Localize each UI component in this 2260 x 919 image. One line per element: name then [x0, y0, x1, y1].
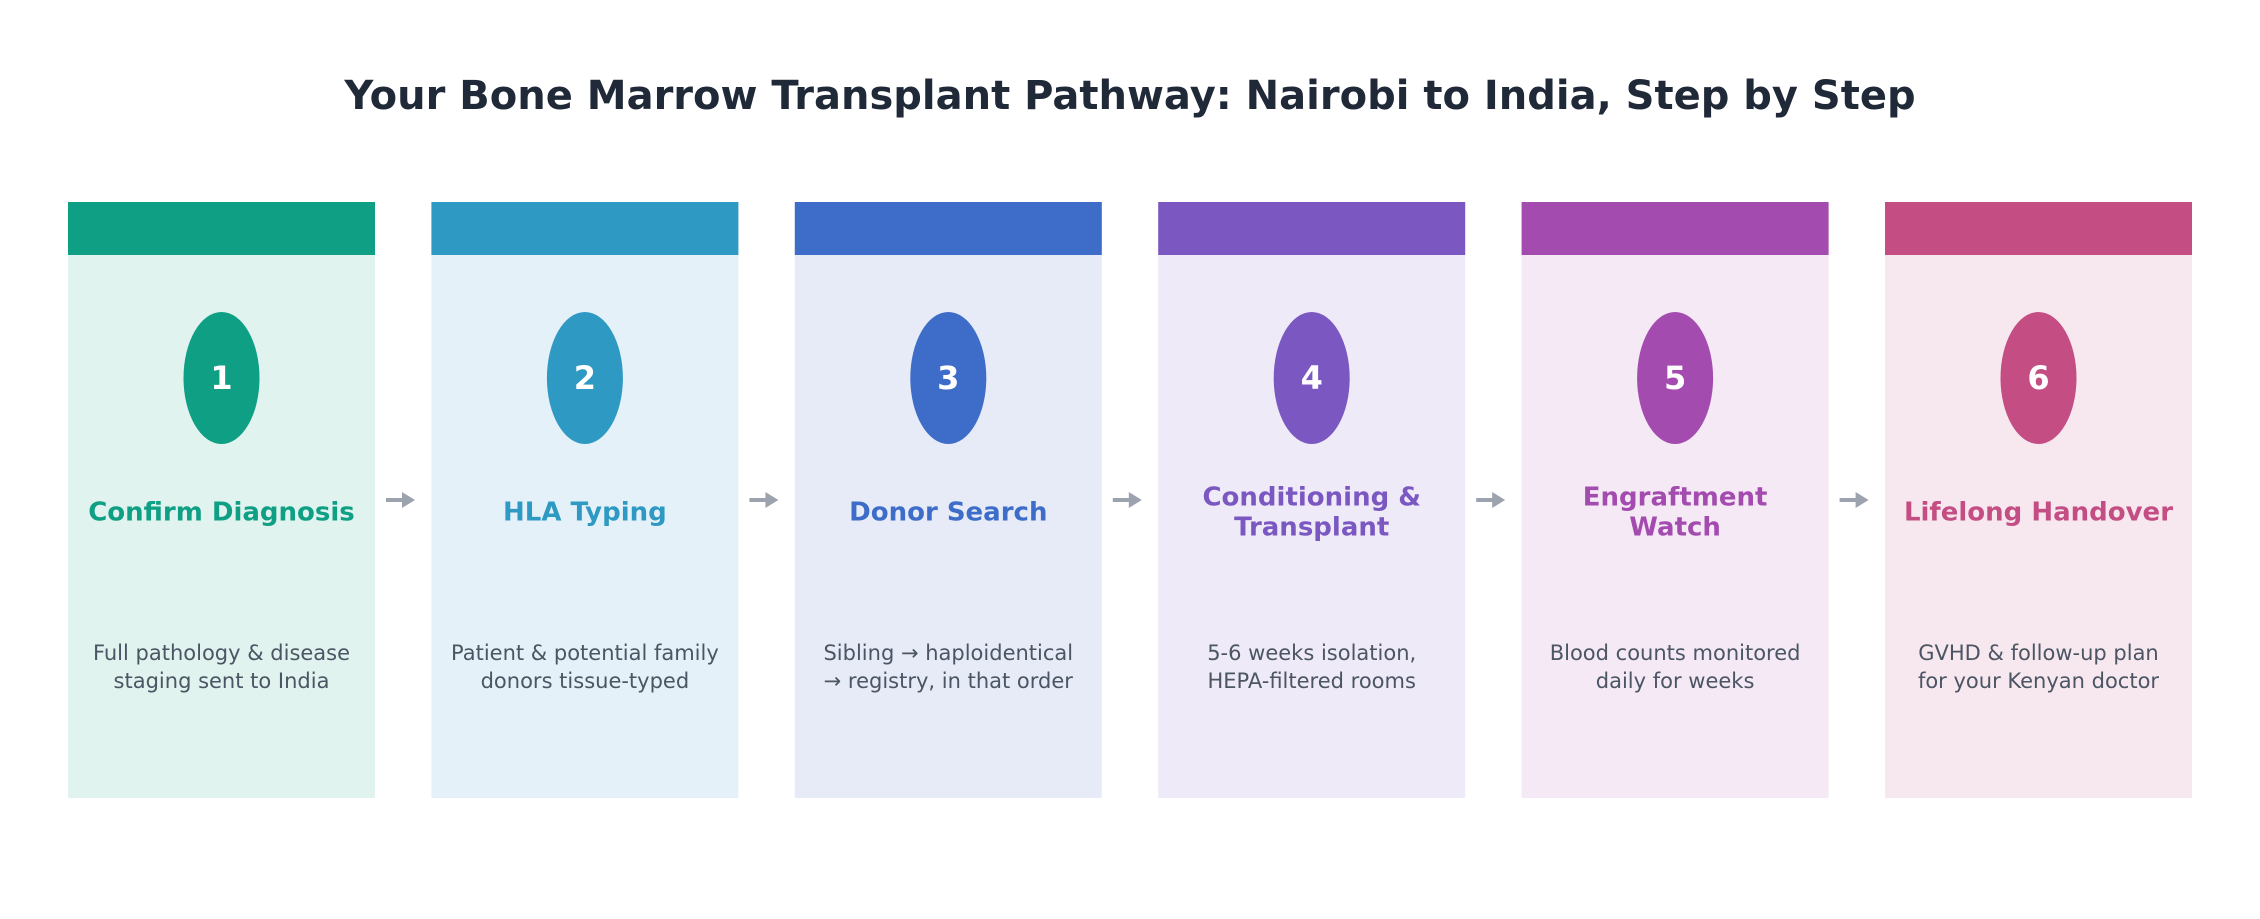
card: [1521, 202, 1829, 798]
step-description: HEPA-filtered rooms: [1207, 669, 1415, 693]
card: [431, 202, 739, 798]
step-title: Donor Search: [849, 498, 1047, 528]
step-description: 5-6 weeks isolation,: [1207, 641, 1416, 665]
card-header: [1885, 202, 2192, 255]
step-title: Confirm Diagnosis: [88, 498, 355, 528]
card: [794, 202, 1102, 798]
card-header: [794, 202, 1102, 255]
step-description: staging sent to India: [114, 669, 330, 693]
step-title: Engraftment: [1583, 483, 1768, 513]
step-number: 5: [1664, 359, 1686, 397]
step-title: Lifelong Handover: [1904, 498, 2173, 528]
step-badge: [1637, 312, 1714, 444]
step-description: Blood counts monitored: [1550, 641, 1801, 665]
arrow-head: [1492, 492, 1506, 508]
card-header: [68, 202, 375, 255]
step-title: Conditioning &: [1202, 483, 1420, 513]
step-description: → registry, in that order: [824, 669, 1074, 693]
step-title: HLA Typing: [503, 498, 667, 528]
card-header: [431, 202, 739, 255]
step-badge: [2000, 312, 2077, 444]
card-header: [1521, 202, 1829, 255]
step-badge: [183, 312, 260, 444]
card-header: [1158, 202, 1466, 255]
step-title: Transplant: [1234, 513, 1389, 543]
card: [1885, 202, 2192, 798]
card: [68, 202, 375, 798]
step-description: Sibling → haploidentical: [823, 641, 1073, 665]
step-title: Watch: [1629, 513, 1721, 543]
step-description: daily for weeks: [1596, 669, 1755, 693]
step-description: GVHD & follow-up plan: [1918, 641, 2159, 665]
step-badge: [546, 312, 623, 444]
step-description: Patient & potential family: [451, 641, 719, 665]
step-number: 3: [937, 359, 959, 397]
step-number: 1: [210, 359, 232, 397]
arrow-head: [1855, 492, 1869, 508]
step-number: 4: [1301, 359, 1323, 397]
step-description: donors tissue-typed: [481, 669, 690, 693]
step-badge: [910, 312, 987, 444]
step-number: 2: [574, 359, 596, 397]
card: [1158, 202, 1466, 798]
step-description: for your Kenyan doctor: [1918, 669, 2159, 693]
step-number: 6: [2027, 359, 2049, 397]
arrow-head: [765, 492, 779, 508]
arrow-head: [402, 492, 415, 508]
step-badge: [1273, 312, 1350, 444]
step-description: Full pathology & disease: [93, 641, 350, 665]
arrow-head: [1128, 492, 1142, 508]
diagram-title: Your Bone Marrow Transplant Pathway: Nai…: [343, 73, 1915, 119]
